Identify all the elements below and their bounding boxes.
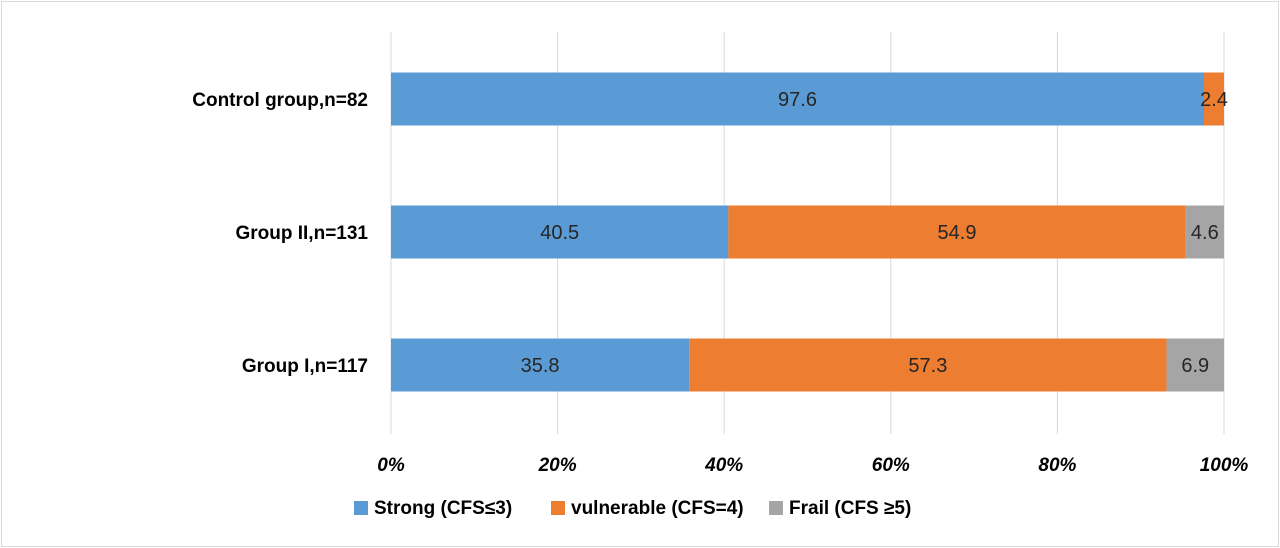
bar-segment: [1204, 72, 1224, 126]
bar-segment: [391, 72, 1205, 126]
category-label: Group I,n=117: [242, 356, 368, 377]
x-tick-label: 100%: [1200, 455, 1249, 476]
category-labels: Control group,n=82 Group II,n=131 Group I,…: [192, 90, 368, 377]
data-label: 6.9: [1181, 355, 1209, 377]
legend-label: vulnerable (CFS=4): [571, 498, 744, 519]
data-label: 4.6: [1191, 222, 1219, 244]
bar-segment: [391, 338, 690, 392]
bars: 97.6 2.4 40.5 54.9 4.6 35.8 57.3 6.9: [391, 72, 1228, 392]
data-label: 35.8: [521, 355, 560, 377]
category-label: Group II,n=131: [235, 223, 368, 244]
x-tick-label: 20%: [538, 455, 577, 476]
x-tick-label: 0%: [377, 455, 405, 476]
legend-swatch: [769, 501, 783, 515]
data-label: 2.4: [1200, 89, 1228, 111]
bar-segment: [728, 205, 1186, 259]
data-label: 57.3: [908, 355, 947, 377]
x-tick-label: 60%: [872, 455, 910, 476]
legend-swatch: [551, 501, 565, 515]
x-tick-label: 40%: [704, 455, 743, 476]
bar-segment: [689, 338, 1167, 392]
bar-segment: [391, 205, 729, 259]
data-label: 54.9: [938, 222, 977, 244]
bar-segment: [1185, 205, 1224, 259]
legend: Strong (CFS≤3) vulnerable (CFS=4) Frail (C…: [354, 498, 911, 519]
legend-label: Strong (CFS≤3): [374, 498, 512, 519]
legend-swatch: [354, 501, 368, 515]
x-tick-labels: 0% 20% 40% 60% 80% 100%: [377, 455, 1248, 476]
category-label: Control group,n=82: [192, 90, 368, 111]
data-label: 40.5: [540, 222, 579, 244]
data-label: 97.6: [778, 89, 817, 111]
legend-label: Frail (CFS ≥5): [789, 498, 911, 519]
x-tick-label: 80%: [1038, 455, 1076, 476]
bar-segment: [1166, 338, 1224, 392]
